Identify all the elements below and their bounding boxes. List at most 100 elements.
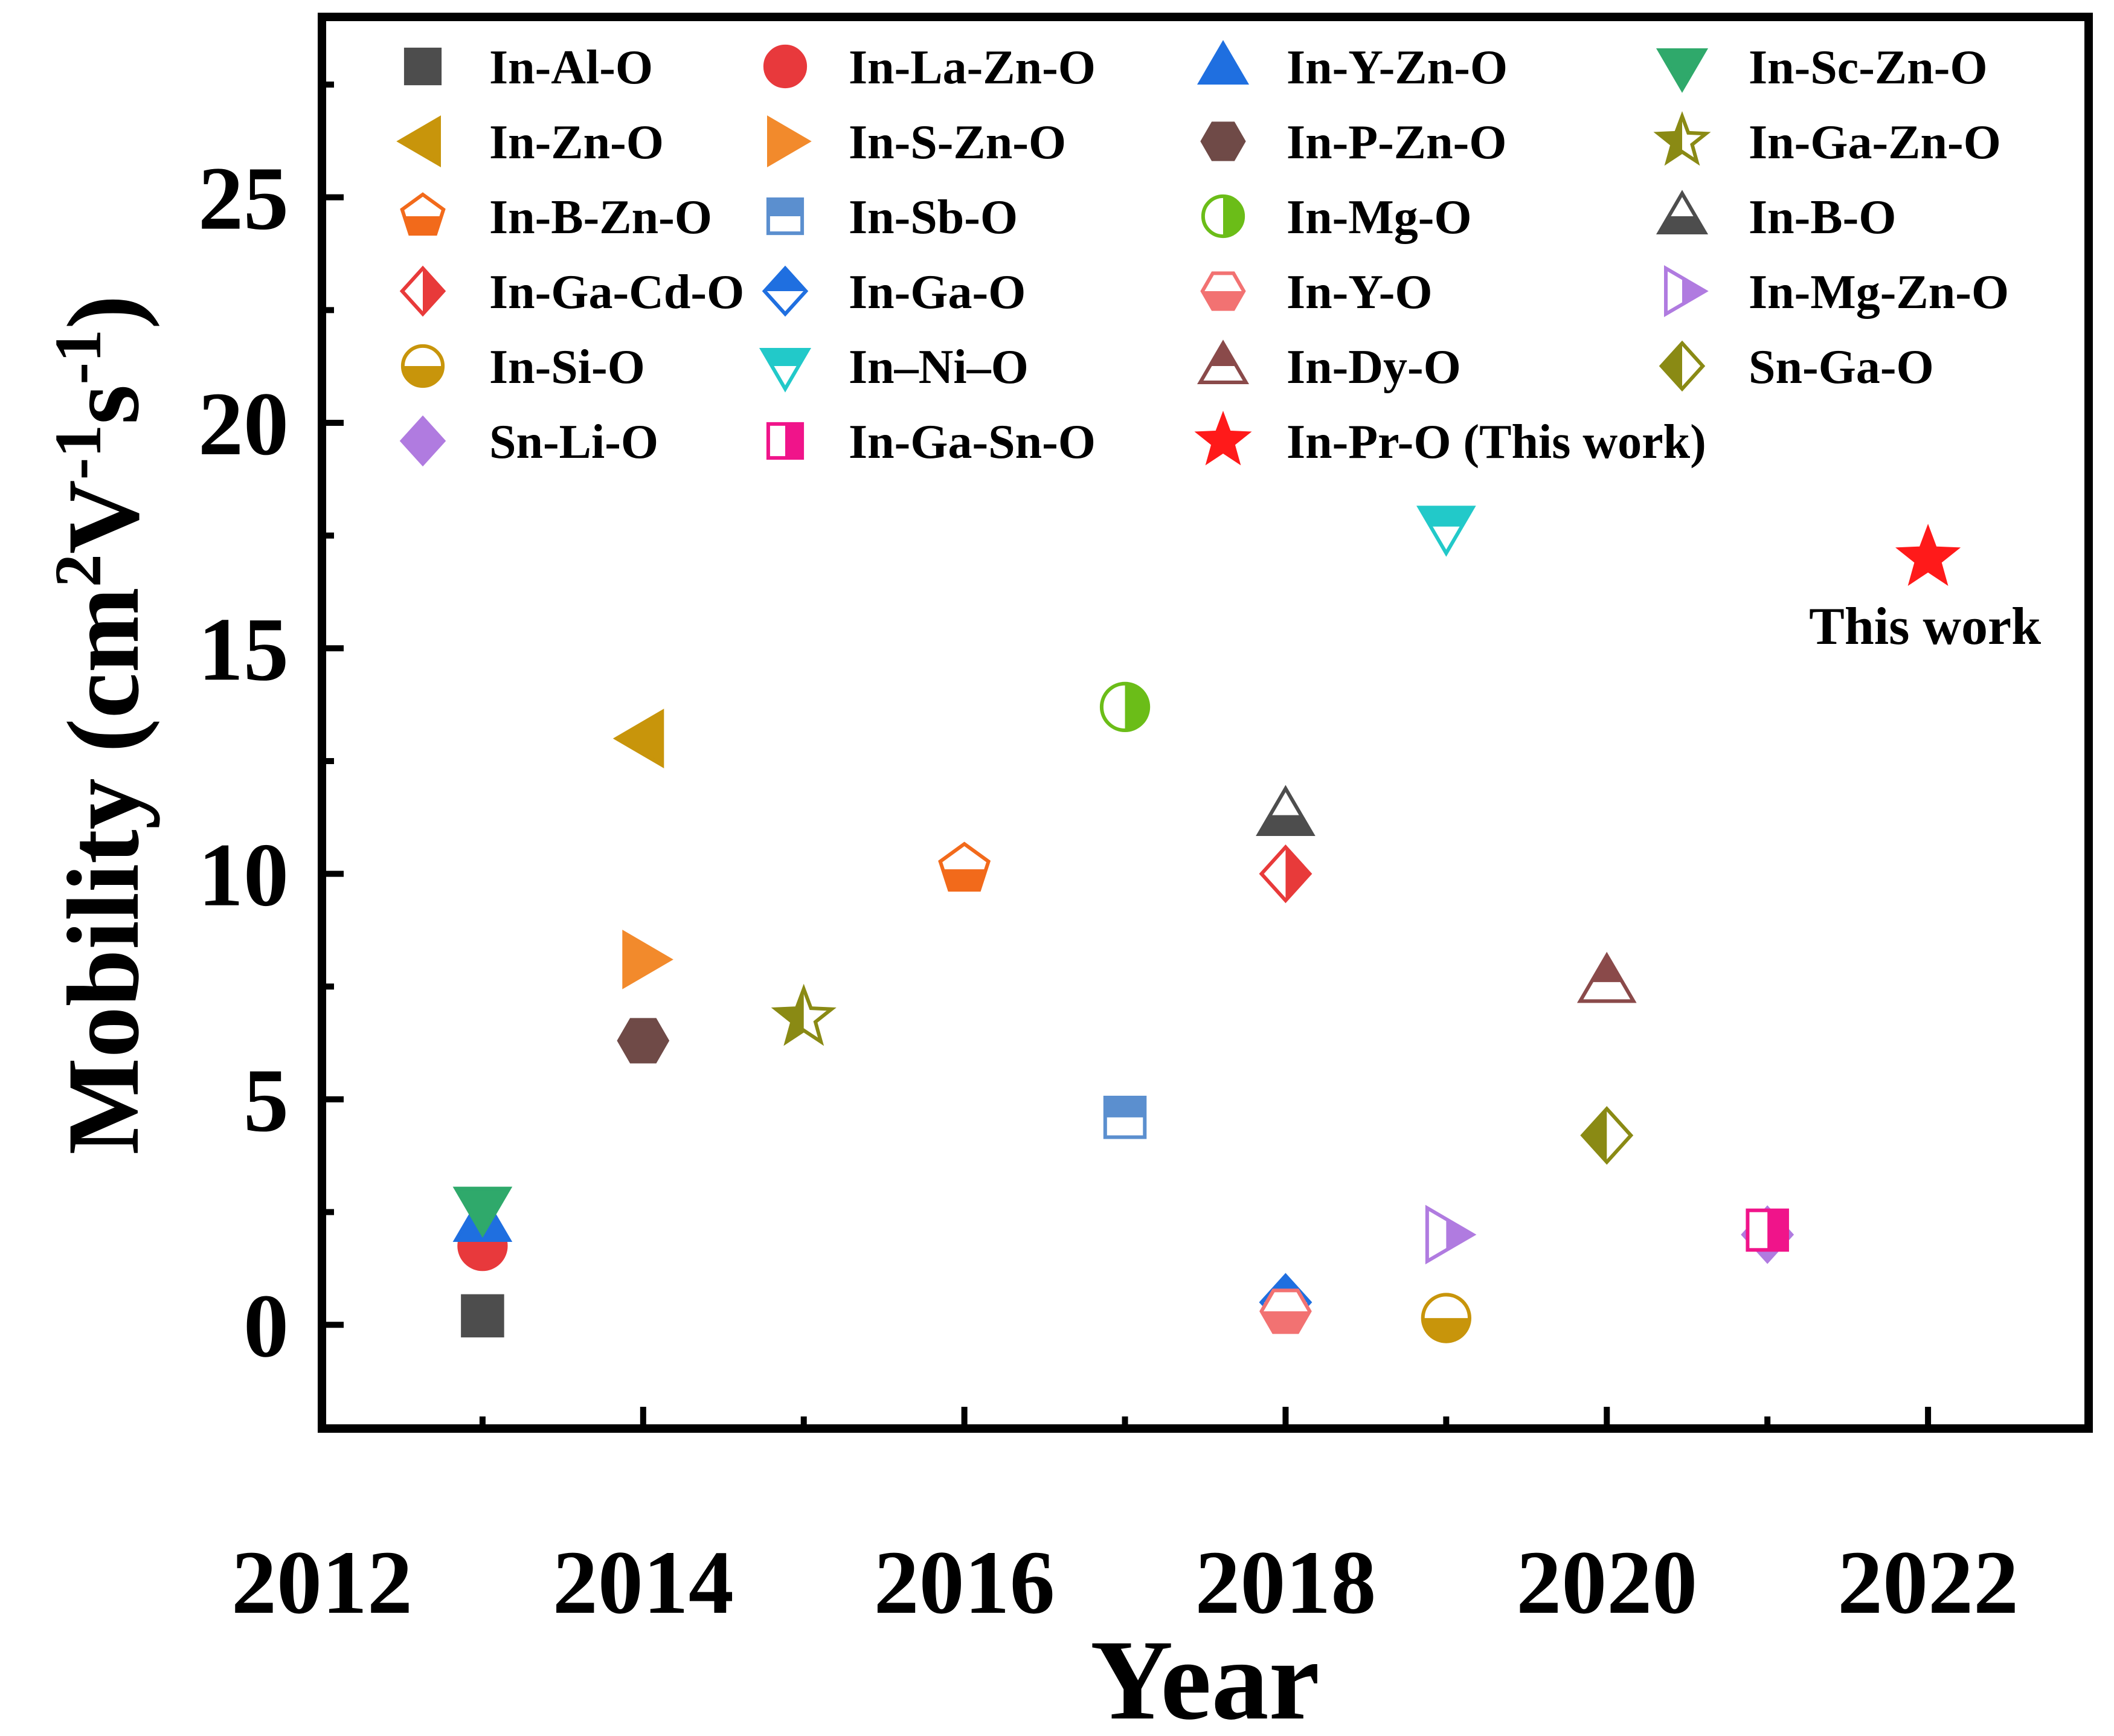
legend-marker (767, 115, 812, 168)
legend-marker-shape (1200, 121, 1246, 161)
legend-marker (766, 197, 805, 236)
legend-marker-half-fill (785, 423, 803, 458)
legend-marker-half-fill (1223, 196, 1244, 237)
legend-marker (1197, 40, 1250, 85)
point-in-zn-o (612, 709, 664, 768)
point-in-sc-zn-o (452, 1186, 513, 1238)
legend-item-in-dy-o: In-Dy-O (1197, 339, 1461, 394)
legend-marker-half-fill (1682, 277, 1705, 305)
point-sn-ga-o-half-fill (1582, 1108, 1607, 1162)
legend-marker (1664, 265, 1709, 318)
legend-label: In-B-O (1749, 191, 1897, 244)
point-in-si-o (1421, 1293, 1472, 1343)
legend-item-in-ga-sn-o: In-Ga-Sn-O (766, 416, 1096, 469)
point-in-ga-sn-o (1746, 1208, 1789, 1252)
point-in-s-zn-o (622, 930, 673, 989)
point-in-al-o (461, 1294, 504, 1338)
legend-marker (1653, 111, 1711, 166)
legend-item-in-s-zn-o: In-S-Zn-O (767, 115, 1066, 169)
point-in-mg-o (1099, 681, 1151, 733)
legend-item-in-sb-o: In-Sb-O (766, 191, 1018, 244)
legend-marker (400, 192, 446, 236)
legend-marker-half-fill (762, 350, 808, 366)
legend-label: In-B-Zn-O (489, 191, 712, 244)
legend-item-in-p-zn-o: In-P-Zn-O (1200, 116, 1507, 169)
x-tick-labels: 2012 2014 2016 2018 2020 2022 (231, 1532, 2019, 1633)
legend-label: In–Ni–O (849, 341, 1029, 394)
legend-item-in-y-o: In-Y-O (1200, 266, 1433, 319)
x-tick-label: 2012 (231, 1532, 413, 1633)
x-tick-label: 2016 (874, 1532, 1055, 1633)
legend-marker-shape (1197, 40, 1250, 85)
legend-item-in-pr-o-this-work: In-Pr-O (This work) (1194, 411, 1706, 469)
legend-marker-half-fill (1661, 343, 1682, 389)
legend-label: In-Al-O (489, 41, 653, 94)
axis-ticks (322, 81, 1932, 1429)
point-in-ni-o-half-fill (1419, 507, 1473, 527)
legend-item-in-mg-o: In-Mg-O (1201, 191, 1472, 244)
legend-marker (763, 44, 808, 89)
point-in-p-zn-o (617, 1018, 670, 1064)
y-tick-labels: 0 5 10 15 20 25 (198, 149, 289, 1377)
point-in-ga-cd-o-half-fill (1285, 847, 1310, 901)
y-tick-label: 20 (198, 374, 289, 474)
legend-item-in-ga-cd-o: In-Ga-Cd-O (399, 265, 744, 319)
point-in-b-zn-o (938, 841, 991, 892)
legend-label: In-Mg-O (1287, 191, 1472, 244)
legend-marker-shape (399, 415, 446, 467)
point-in-mg-zn-o-half-fill (1446, 1219, 1473, 1250)
legend-marker-shape (1194, 411, 1252, 466)
point-in-p-zn-o-shape (617, 1018, 670, 1064)
point-in-dy-o-half-fill (1591, 955, 1622, 982)
legend-label: Sn-Li-O (489, 416, 658, 469)
x-tick-label: 2014 (553, 1532, 734, 1633)
legend-item-in-y-zn-o: In-Y-Zn-O (1197, 40, 1508, 94)
legend: In-Al-O In-La-Zn-O In-Y-Zn-O In-Sc-Zn-O In-Z… (396, 40, 2009, 469)
point-in-y-o (1259, 1288, 1312, 1334)
legend-marker (1200, 271, 1246, 311)
legend-label: In-Pr-O (This work) (1287, 416, 1706, 469)
legend-item-in-mg-zn-o: In-Mg-Zn-O (1664, 265, 2009, 319)
point-in-pr-o-this-work (1895, 524, 1961, 586)
y-axis-title: Mobility (cm2V-1s-1) (41, 295, 160, 1154)
legend-label: Sn-Ga-O (1749, 341, 1934, 394)
y-tick-label: 15 (198, 599, 289, 699)
legend-label: In-Y-O (1287, 266, 1433, 319)
x-tick-label: 2020 (1516, 1532, 1697, 1633)
legend-marker-shape (396, 115, 441, 168)
point-in-sb-o-half-fill (1105, 1098, 1145, 1117)
legend-marker-shape (403, 47, 442, 86)
legend-marker-half-fill (768, 199, 803, 216)
point-in-ni-o (1416, 506, 1476, 557)
point-in-dy-o (1576, 951, 1637, 1003)
y-tick-label: 0 (243, 1276, 289, 1376)
x-tick-label: 2018 (1195, 1532, 1376, 1633)
legend-label: In-Ga-O (849, 266, 1026, 319)
legend-label: In-Dy-O (1287, 341, 1461, 394)
legend-marker (399, 415, 446, 467)
legend-item-sn-li-o: Sn-Li-O (399, 415, 658, 469)
legend-marker-half-fill (1209, 343, 1237, 366)
legend-item-in-la-zn-o: In-La-Zn-O (763, 41, 1096, 94)
legend-marker-half-fill (1659, 216, 1705, 233)
legend-marker-half-fill (1202, 291, 1244, 309)
point-in-b-zn-o-half-fill (942, 869, 986, 890)
legend-marker (1194, 411, 1252, 466)
legend-item-sn-ga-o: Sn-Ga-O (1659, 340, 1934, 394)
plot-frame (318, 13, 2093, 1433)
legend-label: In-Zn-O (489, 116, 664, 169)
legend-marker (1197, 339, 1250, 384)
legend-label: In-Sc-Zn-O (1749, 41, 1988, 94)
point-in-zn-o-shape (612, 709, 664, 768)
point-in-ga-zn-o-half-fill (776, 989, 804, 1042)
y-tick-label: 25 (198, 149, 289, 249)
legend-marker (1200, 121, 1246, 161)
legend-item-in-b-zn-o: In-B-Zn-O (400, 191, 712, 244)
y-tick-label: 10 (198, 825, 289, 925)
legend-marker (403, 47, 442, 86)
legend-marker (1656, 190, 1709, 234)
legend-marker (1201, 194, 1245, 239)
this-work-annotation: This work (1809, 597, 2041, 656)
legend-item-in-zn-o: In-Zn-O (396, 115, 664, 169)
